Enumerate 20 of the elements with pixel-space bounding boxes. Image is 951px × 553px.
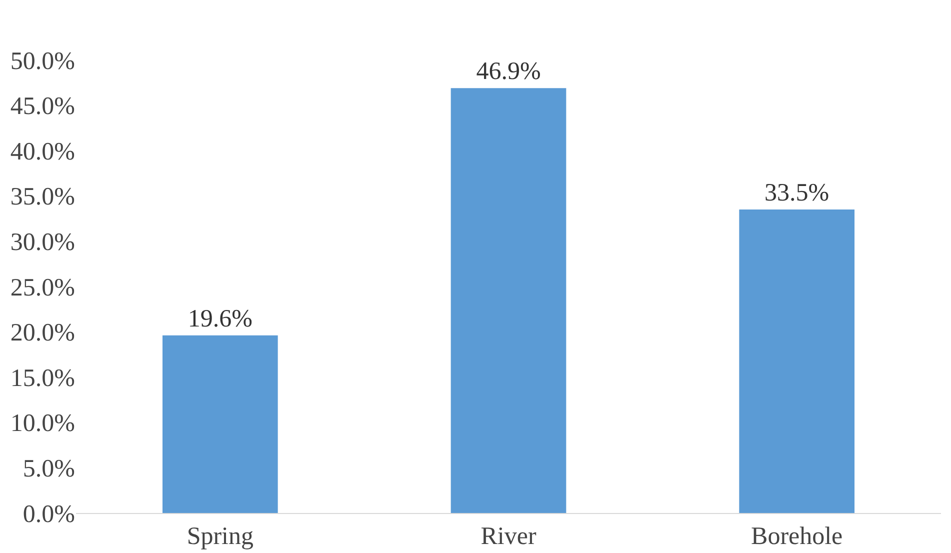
x-tick-label: Borehole [751, 523, 843, 550]
y-tick-label: 0.0% [22, 500, 75, 528]
data-label: 19.6% [188, 305, 252, 332]
y-tick-label: 40.0% [10, 138, 75, 166]
y-tick-label: 30.0% [10, 228, 75, 256]
y-tick-label: 15.0% [10, 364, 75, 392]
y-tick-label: 5.0% [22, 455, 75, 482]
bar [739, 209, 854, 513]
y-tick-label: 25.0% [10, 274, 75, 302]
data-label: 33.5% [764, 179, 830, 206]
data-label: 46.9% [476, 58, 541, 86]
x-tick-label: River [480, 523, 537, 550]
y-tick-label: 45.0% [10, 93, 75, 120]
y-tick-label: 50.0% [10, 48, 75, 75]
y-tick-label: 35.0% [10, 184, 75, 211]
x-tick-label: Spring [186, 523, 254, 550]
y-tick-label: 20.0% [10, 320, 75, 347]
bar [450, 88, 566, 513]
bar [162, 335, 278, 513]
y-tick-label: 10.0% [10, 410, 75, 438]
